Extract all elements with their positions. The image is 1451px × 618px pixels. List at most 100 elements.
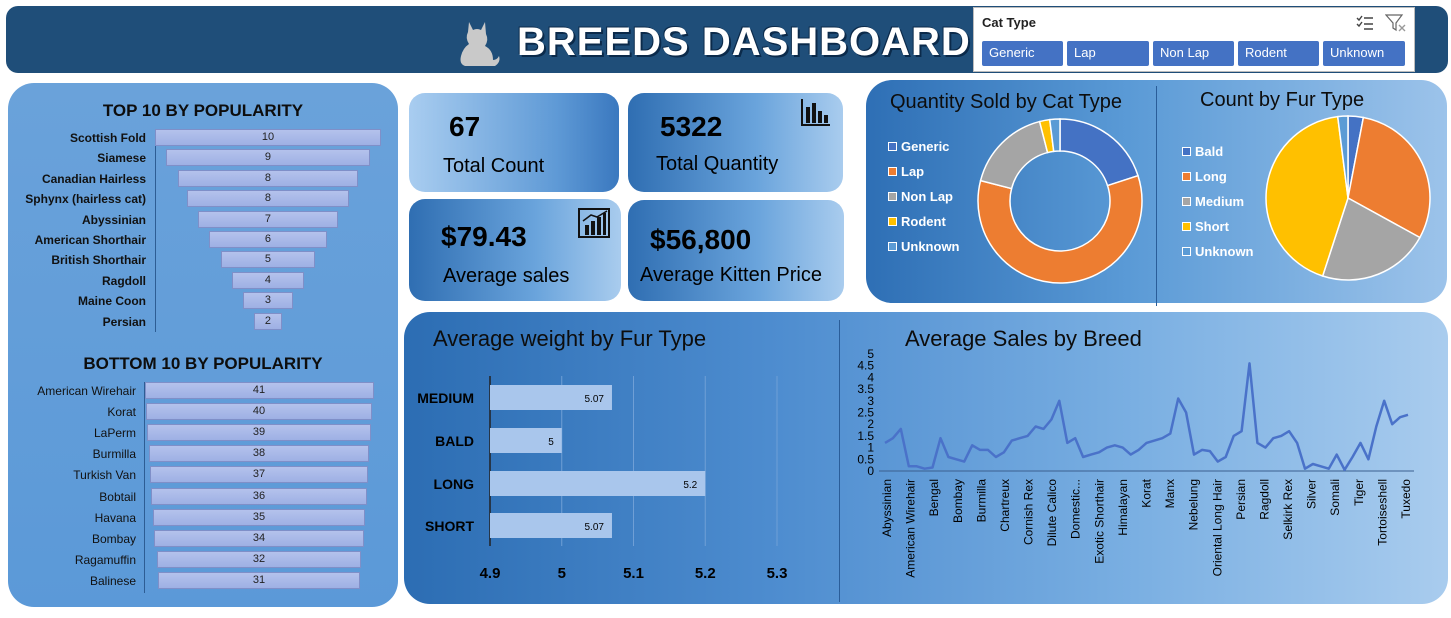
bottom10-bar: 36 [151,487,367,505]
legend-item: Long [1182,169,1227,184]
slicer-item-lap[interactable]: Lap [1067,41,1149,66]
slicer-item-unknown[interactable]: Unknown [1323,41,1405,66]
legend-item: Bald [1182,144,1223,159]
sales-x-tick: Burmilla [974,479,988,523]
bottom10-label: Korat [107,405,136,420]
sales-x-tick: Persian [1234,479,1248,520]
chart-board-icon [578,208,610,238]
top10-bar: 5 [220,251,316,269]
weight-bar-short [490,513,612,538]
quantity-by-type-donut [977,118,1143,284]
top10-label: Abyssinian [81,212,146,227]
sales-x-tick: Cornish Rex [1022,479,1036,545]
bottom10-bar: 34 [154,529,364,547]
weight-bar-long [490,471,706,496]
legend-item: Short [1182,219,1229,234]
cat-type-slicer: Cat Type Generic Lap Non Lap Rodent Unkn… [973,7,1415,72]
bottom10-axis [144,382,145,593]
quantity-by-type-title: Quantity Sold by Cat Type [890,91,1122,113]
slicer-item-rodent[interactable]: Rodent [1238,41,1319,66]
legend-item: Unknown [888,239,960,254]
legend-item: Non Lap [888,189,953,204]
pie-slice-short [1265,115,1349,277]
kpi-average-sales: $79.43 Average sales [409,199,621,301]
count-by-fur-pie [1265,115,1431,281]
sales-x-tick: Korat [1140,478,1154,507]
top10-bar: 6 [209,231,327,248]
sales-x-tick: Silver [1305,479,1319,509]
bottom10-label: Burmilla [92,447,136,462]
kpi-average-sales-value: $79.43 [441,221,527,252]
sales-y-tick: 3 [867,394,874,408]
legend-label: Lap [901,164,925,179]
sales-y-tick: 5 [867,347,874,361]
top10-bar: 7 [197,210,339,228]
weight-bar-medium [490,385,612,410]
top10-label: Ragdoll [102,273,146,288]
sales-x-tick: Abyssinian [880,479,894,537]
legend-swatch [1182,172,1191,181]
legend-label: Medium [1195,194,1245,209]
top10-bar: 8 [177,169,359,187]
pie-slice-medium [1321,196,1421,281]
kpi-average-kitten-price-value: $56,800 [650,224,752,255]
bottom10-bar: 39 [147,424,371,442]
bottom10-bar: 40 [145,403,373,421]
sales-x-tick: Manx [1163,479,1177,508]
pie-slice-non-lap [979,120,1049,190]
sales-y-tick: 1 [867,441,874,455]
sales-x-tick: Tuxedo [1399,479,1413,519]
kpi-average-sales-label: Average sales [443,265,570,287]
legend-swatch [888,192,897,201]
bottom10-title: BOTTOM 10 BY POPULARITY [83,354,323,373]
legend-label: Unknown [901,239,960,254]
bottom10-label: LaPerm [93,426,136,441]
clear-filter-icon[interactable] [1385,14,1407,32]
sales-x-tick: Tortoiseshell [1375,479,1389,546]
pie-divider [1156,86,1157,306]
legend-label: Unknown [1195,244,1254,259]
slicer-title: Cat Type [982,15,1036,30]
bottom10-label: Bombay [91,531,136,546]
kpi-total-count-value: 67 [449,111,481,142]
bottom10-bar: 41 [144,382,374,399]
legend-item: Rodent [888,214,946,229]
top10-label: Scottish Fold [70,131,146,145]
weight-x-tick: 5.2 [695,565,716,582]
multi-select-icon[interactable] [1356,15,1374,31]
weight-value-label: 5.07 [585,522,605,533]
top10-label: Persian [102,314,146,329]
sales-y-tick: 2.5 [857,406,874,420]
slicer-item-generic[interactable]: Generic [982,41,1063,66]
bottom10-bar: 32 [156,550,362,568]
sales-x-tick: Chartreux [998,479,1012,532]
cat-icon [460,22,500,66]
bottom10-label: Ragamuffin [74,552,136,567]
legend-label: Bald [1195,144,1224,159]
sales-x-tick: Oriental Long Hair [1210,479,1224,576]
legend-swatch [1182,247,1191,256]
top10-label: Canadian Hairless [41,171,146,186]
sales-x-tick: Exotic Shorthair [1092,479,1106,564]
bar-chart-icon [801,99,830,126]
legend-swatch [888,167,897,176]
pie-charts-panel: Quantity Sold by Cat Type Count by Fur T… [866,80,1447,306]
bottom-charts-panel: Average weight by Fur Type Average Sales… [404,312,1448,604]
legend-item: Medium [1182,194,1244,209]
sales-line-chart: 00.511.522.533.544.55 Abyssinian American … [857,347,1414,578]
sales-x-tick: Domestic... [1069,479,1083,539]
weight-bar-bald [490,428,562,453]
slicer-item-non-lap[interactable]: Non Lap [1153,41,1234,66]
top10-label: Sphynx (hairless cat) [25,192,146,207]
sales-x-tick: Ragdoll [1257,479,1271,520]
weight-category-label: LONG [434,476,475,492]
top10-label: American Shorthair [34,233,146,247]
sales-y-tick: 2 [867,417,874,431]
kpi-average-kitten-price-label: Average Kitten Price [640,264,822,286]
legend-item: Lap [888,164,924,179]
dashboard-title: BREEDS DASHBOARD [517,20,971,64]
legend-swatch [888,242,897,251]
pie-slice-long [1347,116,1431,239]
bottom10-label: Havana [94,510,136,525]
top10-title: TOP 10 BY POPULARITY [102,101,304,120]
